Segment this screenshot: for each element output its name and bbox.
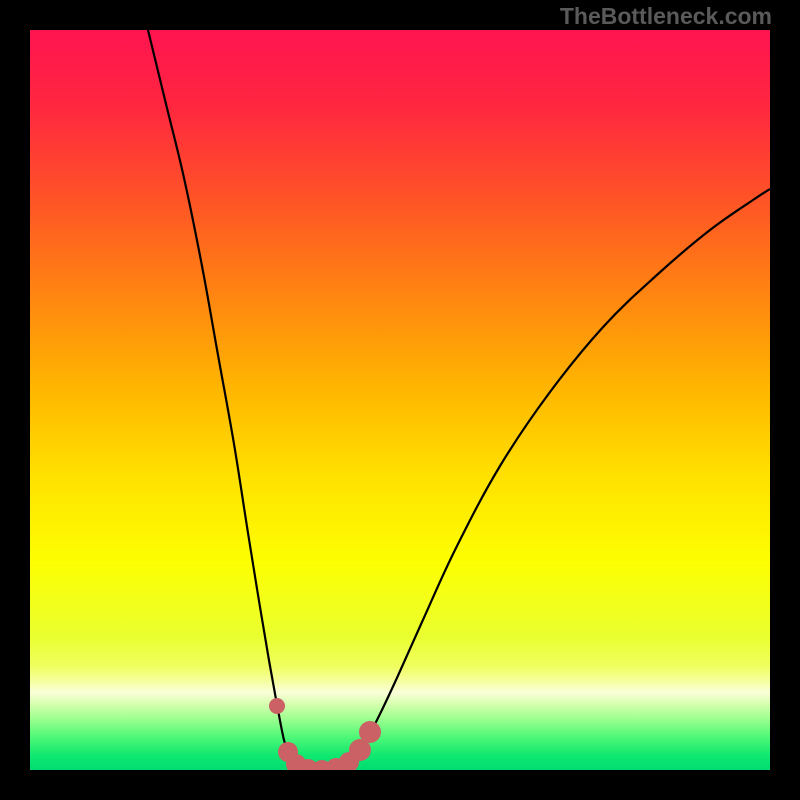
bottleneck-curve-chart: [30, 30, 770, 770]
watermark-text: TheBottleneck.com: [560, 3, 772, 30]
gradient-background: [30, 30, 770, 770]
plot-area: [30, 30, 770, 770]
chart-container: TheBottleneck.com: [0, 0, 800, 800]
marker-dot: [359, 721, 381, 743]
marker-dot: [269, 698, 285, 714]
